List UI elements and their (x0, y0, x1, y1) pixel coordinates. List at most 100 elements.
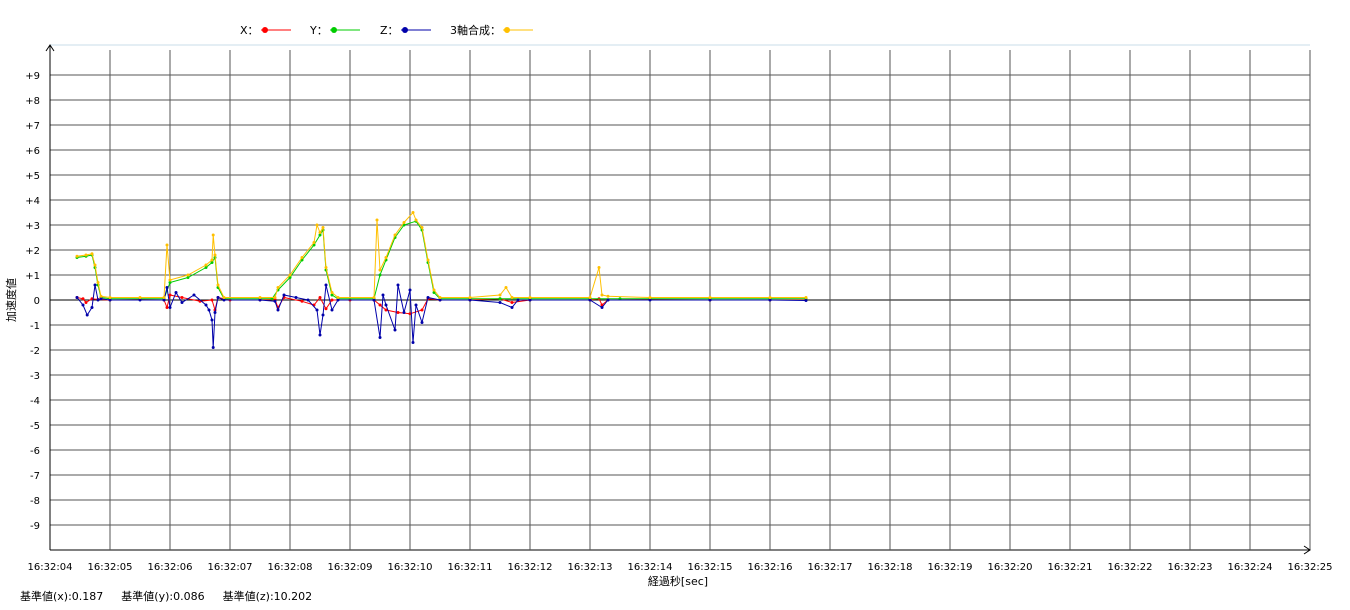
data-point (378, 268, 382, 272)
data-point (648, 296, 652, 299)
data-point (165, 243, 169, 247)
data-point (180, 301, 184, 304)
data-point (528, 296, 532, 299)
data-point (384, 303, 388, 307)
y-tick-label: -7 (30, 471, 40, 482)
data-point (768, 296, 772, 299)
data-point (648, 298, 652, 302)
data-point (211, 233, 215, 237)
data-point (600, 303, 604, 307)
baseline-y: 基準値(y):0.086 (121, 590, 205, 603)
data-point (498, 293, 502, 297)
data-point (498, 297, 502, 301)
data-point (420, 308, 424, 312)
x-tick-label: 16:32:20 (988, 562, 1033, 573)
data-point (402, 221, 406, 224)
data-point (432, 291, 436, 294)
data-point (402, 311, 406, 314)
legend-y-label: Y： (310, 24, 328, 37)
x-tick-label: 16:32:12 (508, 562, 553, 573)
legend-composite-label: 3軸合成： (450, 24, 501, 37)
y-tick-label: 0 (34, 296, 40, 307)
x-tick-label: 16:32:19 (928, 562, 973, 573)
y-tick-label: +5 (25, 171, 40, 182)
data-point (411, 341, 415, 344)
x-tick-label: 16:32:15 (688, 562, 733, 573)
data-point (336, 298, 340, 302)
x-tick-label: 16:32:25 (1288, 562, 1333, 573)
blue-line-marker-icon (400, 27, 431, 33)
data-point (330, 308, 334, 312)
y-tick-label: +8 (25, 96, 40, 107)
y-tick-label: +1 (25, 271, 40, 282)
data-point (99, 294, 103, 298)
x-tick-label: 16:32:17 (808, 562, 853, 573)
chart-grid (45, 44, 1311, 555)
data-point (168, 306, 172, 309)
legend-y: Y： (310, 22, 360, 38)
data-point (84, 253, 88, 257)
y-tick-label: -1 (30, 321, 40, 332)
data-point (420, 321, 424, 324)
data-point (210, 298, 214, 302)
x-tick-label: 16:32:14 (628, 562, 673, 573)
data-point (393, 328, 397, 332)
data-point (606, 294, 610, 298)
data-point (211, 346, 215, 349)
data-point (468, 298, 472, 302)
x-tick-label: 16:32:22 (1108, 562, 1153, 573)
data-point (276, 286, 280, 289)
data-point (336, 296, 340, 299)
data-point (90, 252, 94, 256)
data-point (378, 273, 382, 277)
data-point (99, 297, 103, 301)
data-point (276, 308, 280, 312)
data-point (498, 301, 502, 304)
data-point (93, 263, 97, 267)
data-point (597, 266, 601, 269)
data-point (81, 297, 85, 301)
data-point (588, 298, 592, 302)
data-point (510, 296, 514, 299)
y-tick-label: -9 (30, 521, 40, 532)
x-tick-label: 16:32:16 (748, 562, 793, 573)
data-point (318, 333, 322, 337)
data-point (510, 306, 514, 309)
y-axis-arrow-icon (45, 44, 55, 52)
data-point (294, 296, 298, 299)
chart-series (75, 211, 808, 349)
x-tick-label: 16:32:23 (1168, 562, 1213, 573)
data-point (396, 283, 400, 287)
x-tick-label: 16:32:04 (28, 562, 73, 573)
data-point (168, 278, 172, 282)
data-point (210, 318, 214, 322)
data-point (162, 296, 166, 299)
data-point (165, 286, 169, 289)
data-point (300, 256, 304, 259)
data-point (414, 218, 418, 222)
x-tick-label: 16:32:21 (1048, 562, 1093, 573)
data-point (438, 298, 442, 302)
data-point (300, 299, 304, 303)
data-point (318, 233, 322, 237)
data-point (138, 296, 142, 299)
y-tick-label: -5 (30, 421, 40, 432)
data-point (93, 283, 97, 287)
x-tick-label: 16:32:05 (88, 562, 133, 573)
data-point (108, 298, 112, 302)
legend-z-label: Z： (380, 24, 399, 37)
data-point (381, 293, 385, 297)
data-point (426, 296, 430, 299)
data-point (468, 296, 472, 299)
data-point (315, 223, 319, 227)
baseline-x: 基準値(x):0.187 (20, 590, 104, 603)
data-point (273, 299, 277, 303)
data-point (207, 308, 211, 312)
data-point (306, 298, 310, 302)
x-tick-label: 16:32:07 (208, 562, 253, 573)
series-Z (75, 283, 808, 349)
data-point (192, 293, 196, 297)
y-tick-label: -6 (30, 446, 40, 457)
x-tick-label: 16:32:10 (388, 562, 433, 573)
